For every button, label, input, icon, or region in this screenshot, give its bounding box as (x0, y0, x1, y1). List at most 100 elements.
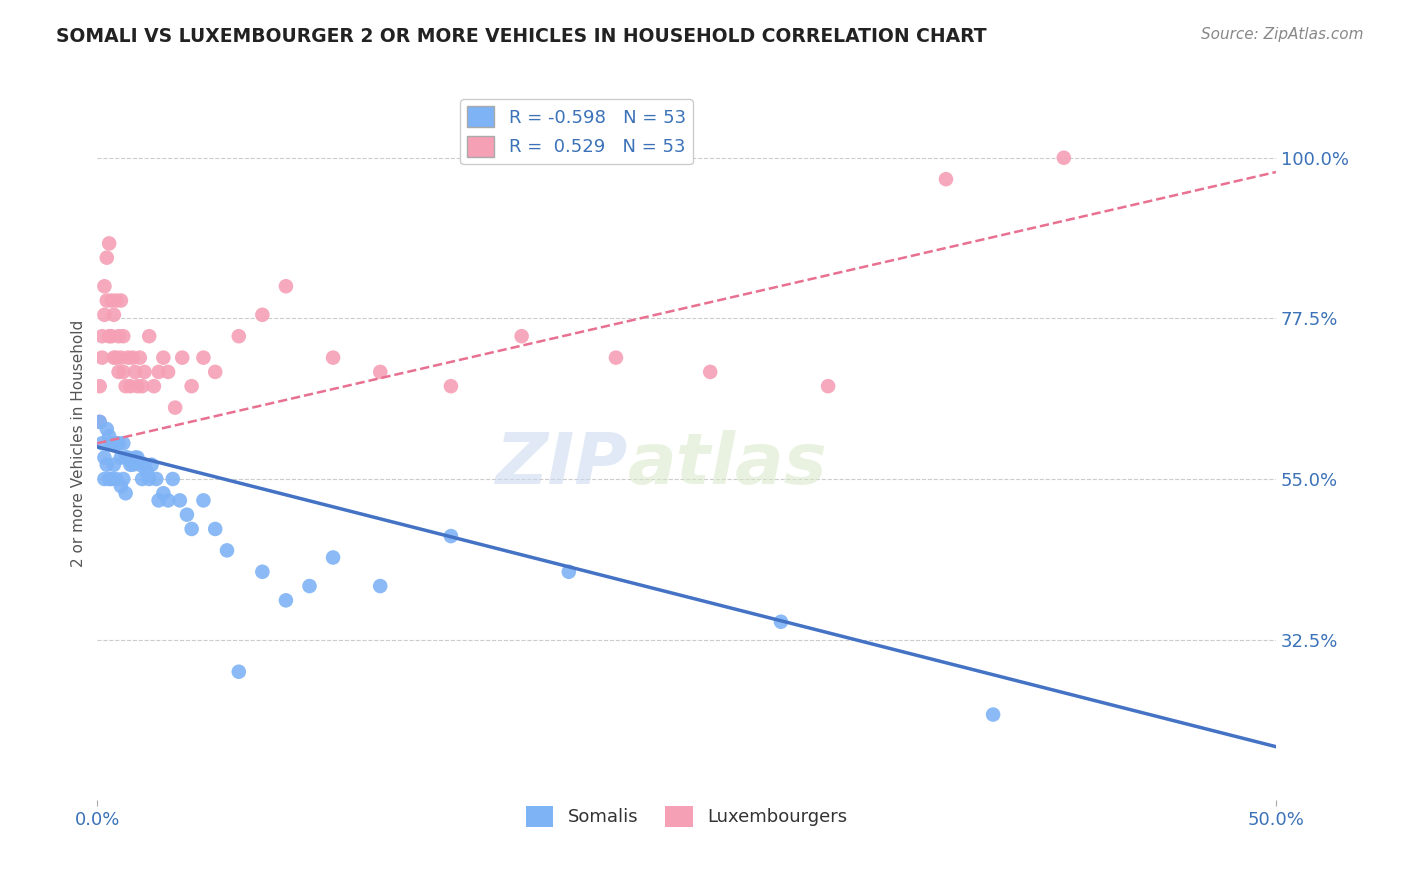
Point (112, 436, 135, 450)
Point (322, 351, 344, 365)
Point (98, 329, 121, 343)
Point (215, 543, 238, 558)
Point (96, 458, 118, 472)
Point (252, 308, 274, 322)
Point (699, 365, 721, 379)
Point (120, 379, 142, 393)
Point (127, 450, 149, 465)
Point (114, 450, 136, 465)
Point (117, 450, 139, 465)
Point (368, 579, 391, 593)
Point (274, 593, 297, 607)
Point (510, 329, 533, 343)
Legend: Somalis, Luxembourgers: Somalis, Luxembourgers (519, 798, 855, 834)
Point (204, 522, 226, 536)
Point (141, 458, 163, 472)
Point (103, 436, 125, 450)
Point (121, 458, 143, 472)
Text: SOMALI VS LUXEMBOURGER 2 OR MORE VEHICLES IN HOUSEHOLD CORRELATION CHART: SOMALI VS LUXEMBOURGER 2 OR MORE VEHICLE… (56, 27, 987, 45)
Point (110, 479, 132, 493)
Point (128, 458, 150, 472)
Point (124, 450, 146, 465)
Point (91, 329, 114, 343)
Point (89, 415, 111, 429)
Point (142, 379, 165, 393)
Point (274, 279, 297, 293)
Point (96, 422, 118, 436)
Point (117, 351, 139, 365)
Point (91, 351, 114, 365)
Point (93, 308, 115, 322)
Point (1053, 151, 1076, 165)
Point (322, 550, 344, 565)
Point (558, 565, 581, 579)
Point (100, 329, 122, 343)
Point (817, 379, 839, 393)
Point (157, 365, 180, 379)
Point (105, 436, 128, 450)
Point (105, 472, 128, 486)
Point (93, 450, 115, 465)
Point (103, 308, 125, 322)
Point (100, 472, 122, 486)
Point (981, 707, 1004, 722)
Point (112, 365, 135, 379)
Point (100, 293, 122, 308)
Point (148, 365, 170, 379)
Point (180, 379, 202, 393)
Point (93, 472, 115, 486)
Point (169, 493, 191, 508)
Point (134, 458, 156, 472)
Point (135, 465, 157, 479)
Point (107, 329, 129, 343)
Point (180, 522, 202, 536)
Point (298, 579, 321, 593)
Text: ZIP: ZIP (495, 430, 627, 500)
Point (89, 415, 111, 429)
Point (131, 379, 153, 393)
Point (91, 436, 114, 450)
Point (193, 351, 215, 365)
Point (935, 172, 957, 186)
Point (112, 472, 135, 486)
Point (440, 379, 463, 393)
Point (165, 401, 187, 415)
Point (228, 329, 250, 343)
Point (128, 351, 150, 365)
Point (124, 365, 146, 379)
Point (98, 429, 121, 443)
Point (769, 615, 792, 629)
Point (138, 329, 160, 343)
Point (100, 436, 122, 450)
Point (98, 236, 121, 251)
Point (98, 472, 121, 486)
Y-axis label: 2 or more Vehicles in Household: 2 or more Vehicles in Household (72, 319, 86, 567)
Point (110, 450, 132, 465)
Text: Source: ZipAtlas.com: Source: ZipAtlas.com (1201, 27, 1364, 42)
Point (107, 365, 129, 379)
Point (148, 493, 170, 508)
Point (252, 565, 274, 579)
Point (120, 458, 142, 472)
Point (89, 379, 111, 393)
Point (93, 279, 115, 293)
Point (138, 472, 160, 486)
Point (121, 351, 143, 365)
Point (172, 351, 194, 365)
Point (114, 486, 136, 500)
Point (103, 458, 125, 472)
Point (152, 351, 174, 365)
Point (110, 351, 132, 365)
Point (176, 508, 198, 522)
Point (145, 472, 167, 486)
Point (162, 472, 184, 486)
Point (107, 436, 129, 450)
Point (228, 665, 250, 679)
Point (103, 351, 125, 365)
Point (193, 493, 215, 508)
Point (368, 365, 391, 379)
Point (134, 365, 156, 379)
Point (157, 493, 180, 508)
Point (440, 529, 463, 543)
Point (204, 365, 226, 379)
